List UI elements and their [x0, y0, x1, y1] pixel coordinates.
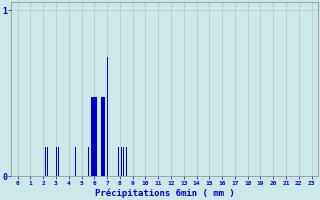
Bar: [88, 147, 89, 176]
Bar: [45, 147, 46, 176]
Bar: [126, 147, 127, 176]
Bar: [82, 147, 83, 176]
Bar: [47, 147, 48, 176]
Bar: [118, 147, 119, 176]
Bar: [101, 97, 105, 176]
Bar: [92, 97, 97, 176]
Bar: [123, 147, 124, 176]
Bar: [56, 147, 57, 176]
Bar: [58, 147, 59, 176]
X-axis label: Précipitations 6min ( mm ): Précipitations 6min ( mm ): [95, 188, 235, 198]
